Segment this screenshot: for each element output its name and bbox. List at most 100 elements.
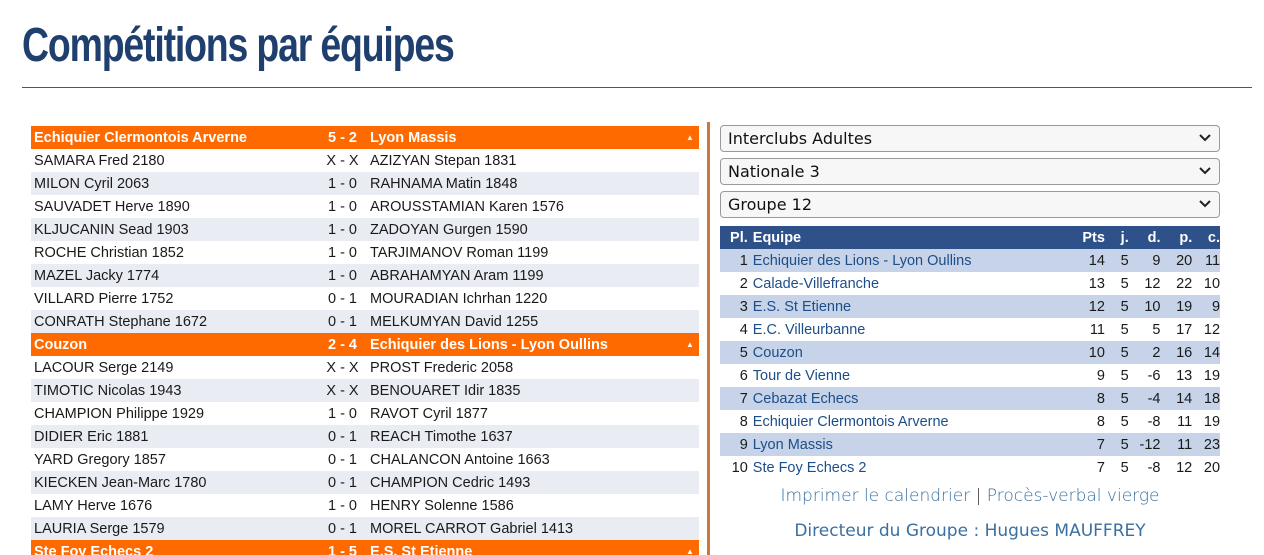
collapse-icon[interactable]: ▲ (686, 547, 694, 555)
team-link[interactable]: Couzon (752, 344, 803, 361)
blank-report-link[interactable]: Procès-verbal vierge (986, 486, 1160, 506)
diff: 10 (1144, 298, 1161, 315)
team-link[interactable]: Tour de Vienne (752, 367, 851, 384)
away-player: CHAMPION Cedric 1493 (370, 474, 531, 491)
team-link[interactable]: Ste Foy Echecs 2 (752, 459, 867, 476)
competition-select[interactable]: Interclubs Adultes (720, 125, 1220, 152)
home-player: MAZEL Jacky 1774 (34, 267, 160, 284)
col-diff: d. (1147, 229, 1161, 246)
game-row: KIECKEN Jean-Marc 1780 0 - 1 CHAMPION Cedr… (31, 471, 699, 494)
game-score: 0 - 1 (327, 428, 357, 445)
team-link[interactable]: Echiquier des Lions - Lyon Oullins (752, 252, 972, 269)
points: 8 (1096, 413, 1105, 430)
against: 12 (1203, 321, 1221, 338)
against: 9 (1211, 298, 1221, 315)
away-player: MELKUMYAN David 1255 (370, 313, 539, 330)
title-divider (22, 87, 1252, 88)
away-player: BENOUARET Idir 1835 (370, 382, 521, 399)
match-header-row[interactable]: Couzon 2 - 4 Echiquier des Lions - Lyon Ou… (31, 333, 699, 356)
place: 5 (739, 344, 748, 361)
for: 20 (1176, 252, 1193, 269)
against: 19 (1203, 367, 1221, 384)
place: 9 (739, 436, 748, 453)
match-header-row[interactable]: Echiquier Clermontois Arverne 5 - 2 Lyon M… (31, 126, 699, 149)
home-player: CONRATH Stephane 1672 (34, 313, 208, 330)
away-team: Lyon Massis (370, 129, 457, 146)
game-row: ROCHE Christian 1852 1 - 0 TARJIMANOV Roma… (31, 241, 699, 264)
played: 5 (1120, 367, 1129, 384)
division-select[interactable]: Nationale 3 (720, 158, 1220, 185)
match-score: 1 - 5 (327, 543, 357, 555)
team-link[interactable]: Cebazat Echecs (752, 390, 859, 407)
col-played: j. (1120, 229, 1129, 246)
place: 6 (739, 367, 748, 384)
group-select[interactable]: Groupe 12 (720, 191, 1220, 218)
away-player: AROUSSTAMIAN Karen 1576 (370, 198, 564, 215)
against: 19 (1203, 413, 1221, 430)
home-player: KIECKEN Jean-Marc 1780 (34, 474, 207, 491)
played: 5 (1120, 298, 1129, 315)
team-link[interactable]: Lyon Massis (752, 436, 833, 453)
game-row: TIMOTIC Nicolas 1943 X - X BENOUARET Idir … (31, 379, 699, 402)
for: 16 (1176, 344, 1193, 361)
points: 8 (1096, 390, 1105, 407)
game-row: CONRATH Stephane 1672 0 - 1 MELKUMYAN Davi… (31, 310, 699, 333)
game-row: MAZEL Jacky 1774 1 - 0 ABRAHAMYAN Aram 119… (31, 264, 699, 287)
away-player: ABRAHAMYAN Aram 1199 (370, 267, 544, 284)
home-player: SAMARA Fred 2180 (34, 152, 165, 169)
match-score: 2 - 4 (327, 336, 357, 353)
for: 11 (1177, 436, 1193, 453)
team-link[interactable]: Echiquier Clermontois Arverne (752, 413, 949, 430)
game-row: SAMARA Fred 2180 X - X AZIZYAN Stepan 1831 (31, 149, 699, 172)
diff: 5 (1152, 321, 1161, 338)
footer-links: Imprimer le calendrier | Procès-verbal v… (720, 486, 1220, 506)
against: 18 (1203, 390, 1221, 407)
points: 13 (1088, 275, 1105, 292)
game-row: YARD Gregory 1857 0 - 1 CHALANCON Antoine … (31, 448, 699, 471)
away-player: MOURADIAN Ichrhan 1220 (370, 290, 548, 307)
game-score: X - X (326, 359, 359, 376)
game-row: LAURIA Serge 1579 0 - 1 MOREL CARROT Gabri… (31, 517, 699, 540)
home-player: TIMOTIC Nicolas 1943 (34, 382, 182, 399)
away-player: ZADOYAN Gurgen 1590 (370, 221, 528, 238)
against: 20 (1203, 459, 1221, 476)
played: 5 (1120, 344, 1129, 361)
match-score: 5 - 2 (327, 129, 357, 146)
column-divider (707, 122, 710, 555)
team-link[interactable]: E.C. Villeurbanne (752, 321, 866, 338)
game-score: 0 - 1 (327, 520, 357, 537)
home-team: Couzon (34, 336, 88, 353)
game-score: 0 - 1 (327, 451, 357, 468)
match-header-row[interactable]: Ste Foy Echecs 2 1 - 5 E.S. St Etienne ▲ (31, 540, 699, 555)
team-link[interactable]: Calade-Villefranche (752, 275, 880, 292)
diff: -12 (1139, 436, 1161, 453)
collapse-icon[interactable]: ▲ (686, 340, 694, 349)
for: 17 (1176, 321, 1193, 338)
game-row: CHAMPION Philippe 1929 1 - 0 RAVOT Cyril 1… (31, 402, 699, 425)
game-score: X - X (326, 152, 359, 169)
home-player: LACOUR Serge 2149 (34, 359, 174, 376)
home-player: KLJUCANIN Sead 1903 (34, 221, 189, 238)
team-link[interactable]: E.S. St Etienne (752, 298, 852, 315)
division-select-value: Nationale 3 (728, 162, 820, 181)
place: 1 (739, 252, 748, 269)
group-director: Directeur du Groupe : Hugues MAUFFREY (794, 521, 1146, 541)
away-player: RAHNAMA Matin 1848 (370, 175, 518, 192)
played: 5 (1120, 275, 1129, 292)
played: 5 (1120, 390, 1129, 407)
game-row: SAUVADET Herve 1890 1 - 0 AROUSSTAMIAN Kar… (31, 195, 699, 218)
match-results: Echiquier Clermontois Arverne 5 - 2 Lyon M… (31, 126, 699, 555)
away-player: REACH Timothe 1637 (370, 428, 513, 445)
place: 4 (739, 321, 748, 338)
home-player: LAURIA Serge 1579 (34, 520, 165, 537)
against: 10 (1203, 275, 1221, 292)
print-calendar-link[interactable]: Imprimer le calendrier (780, 486, 971, 506)
home-player: ROCHE Christian 1852 (34, 244, 184, 261)
place: 7 (739, 390, 748, 407)
against: 14 (1203, 344, 1221, 361)
game-row: KLJUCANIN Sead 1903 1 - 0 ZADOYAN Gurgen 1… (31, 218, 699, 241)
standings-header: Pl. Equipe Pts j. d. p. c. (720, 226, 1220, 249)
standings-row: 7 Cebazat Echecs 8 5 -4 14 18 (720, 387, 1220, 410)
game-score: 0 - 1 (327, 290, 357, 307)
collapse-icon[interactable]: ▲ (686, 133, 694, 142)
